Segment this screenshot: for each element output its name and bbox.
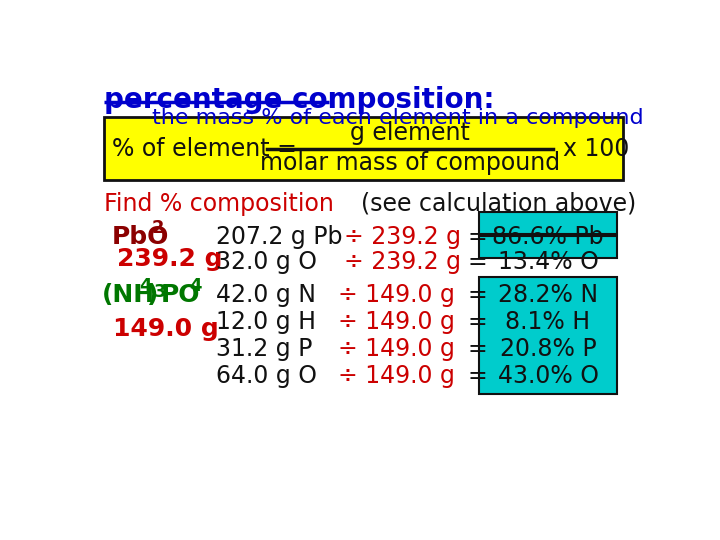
Text: PbO: PbO (112, 225, 169, 249)
Text: 28.2% N: 28.2% N (498, 283, 598, 307)
Text: 42.0 g N: 42.0 g N (215, 283, 315, 307)
FancyBboxPatch shape (479, 278, 617, 394)
Text: =: = (467, 336, 487, 361)
Text: 4: 4 (189, 276, 202, 294)
Text: 12.0 g H: 12.0 g H (215, 309, 315, 334)
Text: 3: 3 (153, 283, 166, 301)
Text: ÷ 149.0 g: ÷ 149.0 g (338, 283, 455, 307)
Text: 43.0% O: 43.0% O (498, 363, 598, 388)
Text: PO: PO (161, 283, 200, 307)
Text: g element: g element (350, 120, 470, 145)
Text: molar mass of compound: molar mass of compound (260, 151, 560, 176)
Text: ÷ 149.0 g: ÷ 149.0 g (338, 363, 455, 388)
Text: 8.1% H: 8.1% H (505, 309, 590, 334)
FancyBboxPatch shape (104, 117, 624, 180)
Text: x 100: x 100 (563, 137, 629, 161)
Text: (see calculation above): (see calculation above) (361, 192, 636, 216)
Text: (NH: (NH (102, 283, 155, 307)
Text: 20.8% P: 20.8% P (500, 336, 596, 361)
Text: 2: 2 (151, 219, 163, 237)
Text: =: = (467, 225, 487, 249)
FancyBboxPatch shape (479, 236, 617, 258)
Text: 13.4% O: 13.4% O (498, 249, 598, 274)
Text: =: = (467, 283, 487, 307)
Text: Find % composition: Find % composition (104, 192, 334, 216)
Text: 64.0 g O: 64.0 g O (215, 363, 317, 388)
FancyBboxPatch shape (479, 212, 617, 234)
Text: the mass % of each element in a compound: the mass % of each element in a compound (152, 108, 644, 128)
Text: 239.2 g: 239.2 g (117, 247, 222, 271)
Text: ÷ 149.0 g: ÷ 149.0 g (338, 309, 455, 334)
Text: 4: 4 (140, 276, 152, 294)
Text: =: = (467, 309, 487, 334)
Text: percentage composition:: percentage composition: (104, 86, 495, 114)
Text: 207.2 g Pb: 207.2 g Pb (215, 225, 342, 249)
Text: ): ) (147, 283, 158, 307)
Text: ÷ 239.2 g: ÷ 239.2 g (344, 249, 462, 274)
Text: % of element =: % of element = (112, 137, 304, 161)
Text: 149.0 g: 149.0 g (113, 316, 219, 341)
Text: ÷ 149.0 g: ÷ 149.0 g (338, 336, 455, 361)
Text: 31.2 g P: 31.2 g P (215, 336, 312, 361)
Text: =: = (467, 363, 487, 388)
Text: 32.0 g O: 32.0 g O (215, 249, 317, 274)
Text: =: = (467, 249, 487, 274)
Text: 86.6% Pb: 86.6% Pb (492, 225, 604, 249)
Text: ÷ 239.2 g: ÷ 239.2 g (344, 225, 462, 249)
